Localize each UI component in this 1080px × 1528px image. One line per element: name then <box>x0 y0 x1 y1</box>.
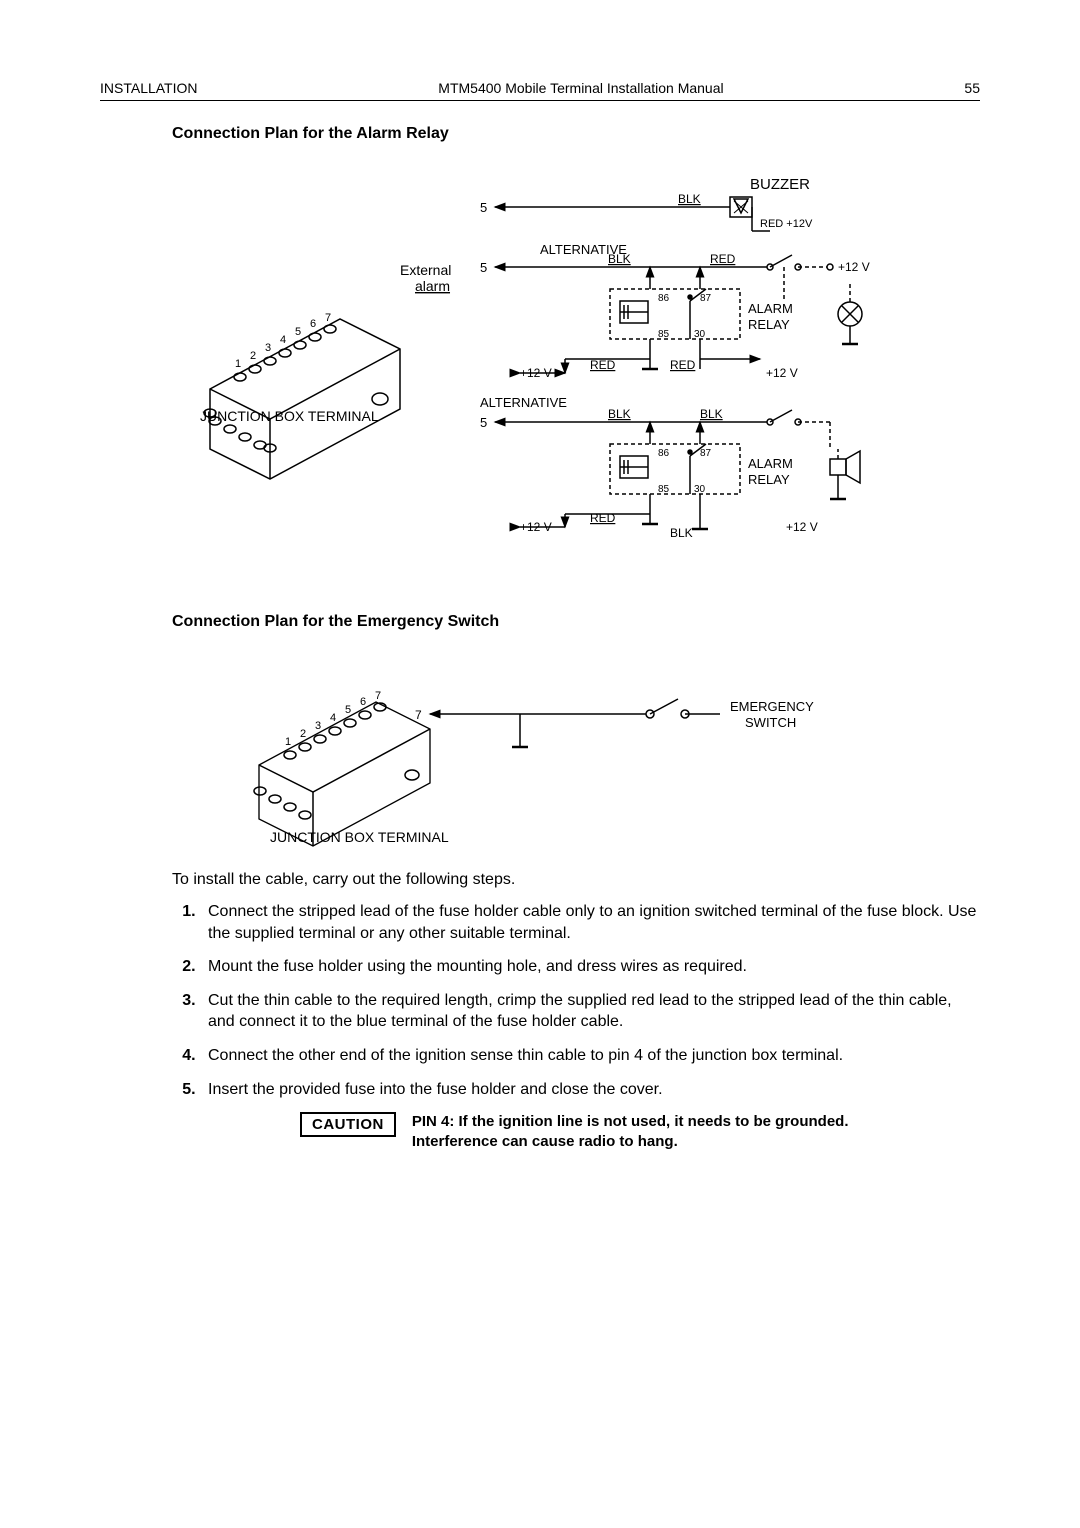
svg-text:alarm: alarm <box>415 278 450 294</box>
svg-text:RED: RED <box>590 511 616 525</box>
svg-text:30: 30 <box>694 484 706 495</box>
svg-text:EMERGENCY: EMERGENCY <box>730 699 814 714</box>
svg-text:85: 85 <box>658 484 670 495</box>
svg-text:86: 86 <box>658 293 670 304</box>
caution-block: CAUTION PIN 4: If the ignition line is n… <box>300 1112 980 1151</box>
svg-text:BLK: BLK <box>670 526 693 540</box>
section-title-emergency-switch: Connection Plan for the Emergency Switch <box>172 613 980 631</box>
intro-text: To install the cable, carry out the foll… <box>172 871 980 889</box>
svg-text:3: 3 <box>265 342 271 354</box>
emergency-switch-diagram: 1 2 3 4 5 6 7 7 <box>210 647 870 847</box>
svg-text:7: 7 <box>325 312 331 324</box>
svg-text:4: 4 <box>280 334 286 346</box>
svg-text:1: 1 <box>235 358 241 370</box>
svg-text:RED +12V: RED +12V <box>760 218 813 230</box>
svg-text:5: 5 <box>295 326 301 338</box>
junction-box-label-2: JUNCTION BOX TERMINAL <box>270 829 449 845</box>
header-right: 55 <box>964 80 980 96</box>
svg-text:SWITCH: SWITCH <box>745 715 796 730</box>
svg-text:RELAY: RELAY <box>748 472 790 487</box>
svg-text:External: External <box>400 262 451 278</box>
svg-text:ALARM: ALARM <box>748 301 793 316</box>
svg-text:5: 5 <box>345 704 351 716</box>
installation-steps: Connect the stripped lead of the fuse ho… <box>172 901 980 1100</box>
step-4: Connect the other end of the ignition se… <box>200 1045 980 1067</box>
svg-text:85: 85 <box>658 329 670 340</box>
svg-text:BLK: BLK <box>608 407 631 421</box>
section-title-alarm-relay: Connection Plan for the Alarm Relay <box>172 125 980 143</box>
svg-text:BLK: BLK <box>608 252 631 266</box>
step-3: Cut the thin cable to the required lengt… <box>200 990 980 1033</box>
svg-text:5: 5 <box>480 200 487 215</box>
svg-text:ALARM: ALARM <box>748 456 793 471</box>
header-left: INSTALLATION <box>100 80 198 96</box>
svg-text:BLK: BLK <box>678 192 701 206</box>
svg-text:86: 86 <box>658 448 670 459</box>
svg-text:5: 5 <box>480 260 487 275</box>
step-1: Connect the stripped lead of the fuse ho… <box>200 901 980 944</box>
svg-text:1: 1 <box>285 736 291 748</box>
header-center: MTM5400 Mobile Terminal Installation Man… <box>438 80 723 96</box>
svg-text:30: 30 <box>694 329 706 340</box>
svg-text:BLK: BLK <box>700 407 723 421</box>
junction-box-label: JUNCTION BOX TERMINAL <box>200 408 379 424</box>
svg-text:+12 V: +12 V <box>766 366 798 380</box>
svg-text:+12 V: +12 V <box>838 260 870 274</box>
svg-text:6: 6 <box>360 696 366 708</box>
svg-text:RED: RED <box>670 358 696 372</box>
step-5: Insert the provided fuse into the fuse h… <box>200 1079 980 1101</box>
svg-text:3: 3 <box>315 720 321 732</box>
alternative-label-2: ALTERNATIVE <box>480 395 567 410</box>
svg-text:7: 7 <box>415 708 422 722</box>
svg-text:7: 7 <box>375 690 381 702</box>
svg-text:+12 V: +12 V <box>786 520 818 534</box>
step-2: Mount the fuse holder using the mounting… <box>200 956 980 978</box>
svg-text:87: 87 <box>700 448 712 459</box>
svg-text:RELAY: RELAY <box>748 317 790 332</box>
caution-label: CAUTION <box>300 1112 396 1137</box>
svg-text:6: 6 <box>310 318 316 330</box>
svg-text:2: 2 <box>250 350 256 362</box>
svg-text:4: 4 <box>330 712 336 724</box>
svg-text:5: 5 <box>480 415 487 430</box>
buzzer-label: BUZZER <box>750 176 810 193</box>
caution-text: PIN 4: If the ignition line is not used,… <box>412 1112 912 1151</box>
alarm-relay-diagram: 1 2 3 4 5 6 7 <box>170 159 910 589</box>
svg-text:2: 2 <box>300 728 306 740</box>
svg-text:87: 87 <box>700 293 712 304</box>
svg-text:RED: RED <box>710 252 736 266</box>
page-header: INSTALLATION MTM5400 Mobile Terminal Ins… <box>100 80 980 101</box>
svg-text:RED: RED <box>590 358 616 372</box>
